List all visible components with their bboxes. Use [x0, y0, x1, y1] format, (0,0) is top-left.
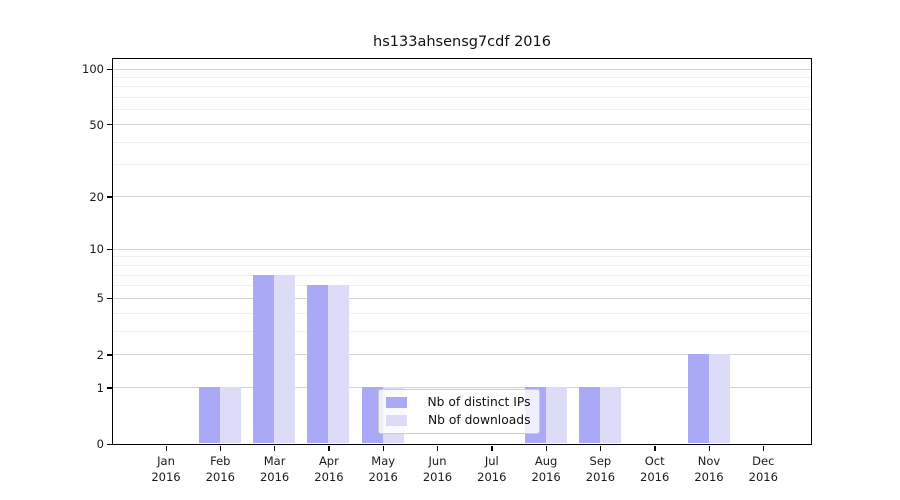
- gridline-major: [112, 196, 811, 198]
- y-tick-mark: [107, 297, 112, 300]
- x-tick-label-nov: Nov 2016: [694, 454, 724, 485]
- y-tick-mark: [107, 248, 112, 251]
- bar-downloads: [274, 274, 296, 444]
- gridline-major: [112, 248, 811, 250]
- y-tick-label: 20: [89, 189, 104, 204]
- y-tick-label: 10: [89, 242, 104, 257]
- legend-swatch-distinct-ips-icon: [385, 396, 407, 408]
- x-tick-label-apr: Apr 2016: [314, 454, 344, 485]
- x-tick-label-dec: Dec 2016: [748, 454, 778, 485]
- bar-distinct-ips: [687, 354, 709, 444]
- legend: Nb of distinct IPs Nb of downloads: [377, 388, 540, 434]
- y-tick-mark: [107, 443, 112, 445]
- y-tick-mark: [107, 124, 112, 126]
- y-tick-mark: [107, 354, 112, 356]
- legend-swatch-downloads-icon: [385, 414, 407, 426]
- bar-distinct-ips: [253, 274, 275, 444]
- gridline-minor: [112, 330, 811, 332]
- x-tick-label-feb: Feb 2016: [205, 454, 235, 485]
- gridline-major: [112, 354, 811, 356]
- gridline-minor: [112, 97, 811, 99]
- gridline-minor: [112, 256, 811, 258]
- gridline-minor: [112, 76, 811, 78]
- y-tick-label: 2: [96, 347, 104, 362]
- bar-downloads: [545, 387, 567, 444]
- x-tick-label-may: May 2016: [368, 454, 398, 485]
- bar-distinct-ips: [307, 285, 329, 444]
- x-tick-label-jun: Jun 2016: [422, 454, 453, 485]
- x-tick-mark: [762, 445, 765, 451]
- x-tick-label-sep: Sep 2016: [585, 454, 616, 485]
- legend-item: Nb of downloads: [385, 413, 531, 427]
- plot-area: Nb of distinct IPs Nb of downloads: [111, 57, 812, 445]
- x-tick-mark: [437, 445, 439, 451]
- gridline-minor: [112, 109, 811, 111]
- gridline-minor: [112, 264, 811, 266]
- legend-label: Nb of downloads: [427, 413, 531, 427]
- x-tick-mark: [545, 445, 547, 451]
- bar-distinct-ips: [578, 387, 600, 444]
- x-tick-mark: [599, 445, 602, 451]
- gridline-major: [112, 297, 811, 299]
- legend-item: Nb of distinct IPs: [385, 395, 531, 409]
- y-tick-mark: [107, 387, 112, 389]
- gridline-major: [112, 68, 811, 70]
- x-tick-mark: [382, 445, 385, 451]
- bar-distinct-ips: [198, 387, 220, 444]
- bar-downloads: [599, 387, 621, 444]
- x-tick-mark: [654, 445, 656, 451]
- x-tick-label-aug: Aug 2016: [531, 454, 561, 485]
- bar-downloads: [219, 387, 241, 444]
- x-tick-label-jan: Jan 2016: [151, 454, 181, 485]
- x-tick-mark: [165, 445, 167, 451]
- gridline-minor: [112, 86, 811, 88]
- x-tick-label-oct: Oct 2016: [640, 454, 670, 485]
- x-tick-mark: [328, 445, 330, 451]
- gridline-minor: [112, 312, 811, 314]
- y-tick-label: 1: [96, 380, 104, 395]
- x-tick-mark: [274, 445, 276, 451]
- chart-title: hs133ahsensg7cdf 2016: [373, 34, 551, 50]
- x-tick-mark: [708, 445, 710, 451]
- gridline-major: [112, 124, 811, 126]
- x-tick-mark: [491, 445, 493, 451]
- bar-distinct-ips: [361, 387, 383, 444]
- y-tick-label: 50: [89, 117, 104, 132]
- gridline-minor: [112, 285, 811, 287]
- gridline-minor: [112, 164, 811, 166]
- y-tick-mark: [107, 196, 112, 198]
- y-tick-label: 5: [96, 291, 104, 306]
- gridline-major: [112, 387, 811, 389]
- x-tick-label-mar: Mar 2016: [259, 454, 290, 485]
- legend-label: Nb of distinct IPs: [427, 395, 531, 409]
- x-tick-label-jul: Jul 2016: [477, 454, 507, 485]
- y-tick-mark: [107, 68, 112, 70]
- bar-downloads: [328, 285, 350, 444]
- bar-downloads: [708, 354, 730, 444]
- gridline-minor: [112, 274, 811, 276]
- x-tick-mark: [219, 445, 222, 451]
- gridline-minor: [112, 141, 811, 143]
- y-tick-label: 100: [82, 62, 104, 76]
- y-tick-label: 0: [96, 437, 104, 451]
